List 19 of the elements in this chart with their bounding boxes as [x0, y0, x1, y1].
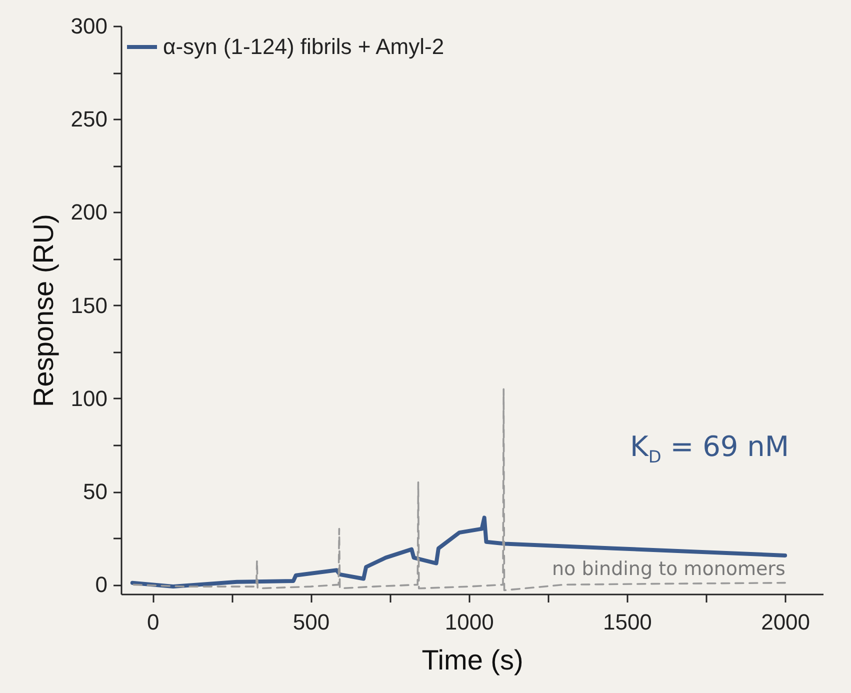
y-tick-label: 250	[70, 106, 108, 132]
x-tick-label: 2000	[761, 610, 810, 634]
y-tick-label: 100	[70, 386, 108, 411]
annotation: no binding to monomers	[552, 558, 786, 580]
x-tick-label: 0	[146, 610, 160, 634]
line-series	[132, 388, 786, 592]
y-axis-title: Response (RU)	[28, 214, 59, 407]
x-tick-label: 1500	[602, 610, 652, 634]
y-tick-label: 50	[83, 479, 108, 504]
y-tick-label: 300	[70, 14, 108, 38]
annotation: K$_{D}$ = 69 nM	[630, 430, 790, 467]
x-axis-title: Time (s)	[422, 644, 524, 676]
x-tick-label: 500	[292, 610, 330, 634]
line-series	[130, 516, 788, 589]
legend-label: α-syn (1-124) fibrils + Amyl-2	[163, 34, 444, 59]
x-tick-label: 1000	[444, 610, 494, 634]
y-tick-label: 200	[70, 200, 108, 225]
y-tick-label: 0	[95, 572, 108, 598]
y-tick-label: 150	[70, 292, 108, 318]
